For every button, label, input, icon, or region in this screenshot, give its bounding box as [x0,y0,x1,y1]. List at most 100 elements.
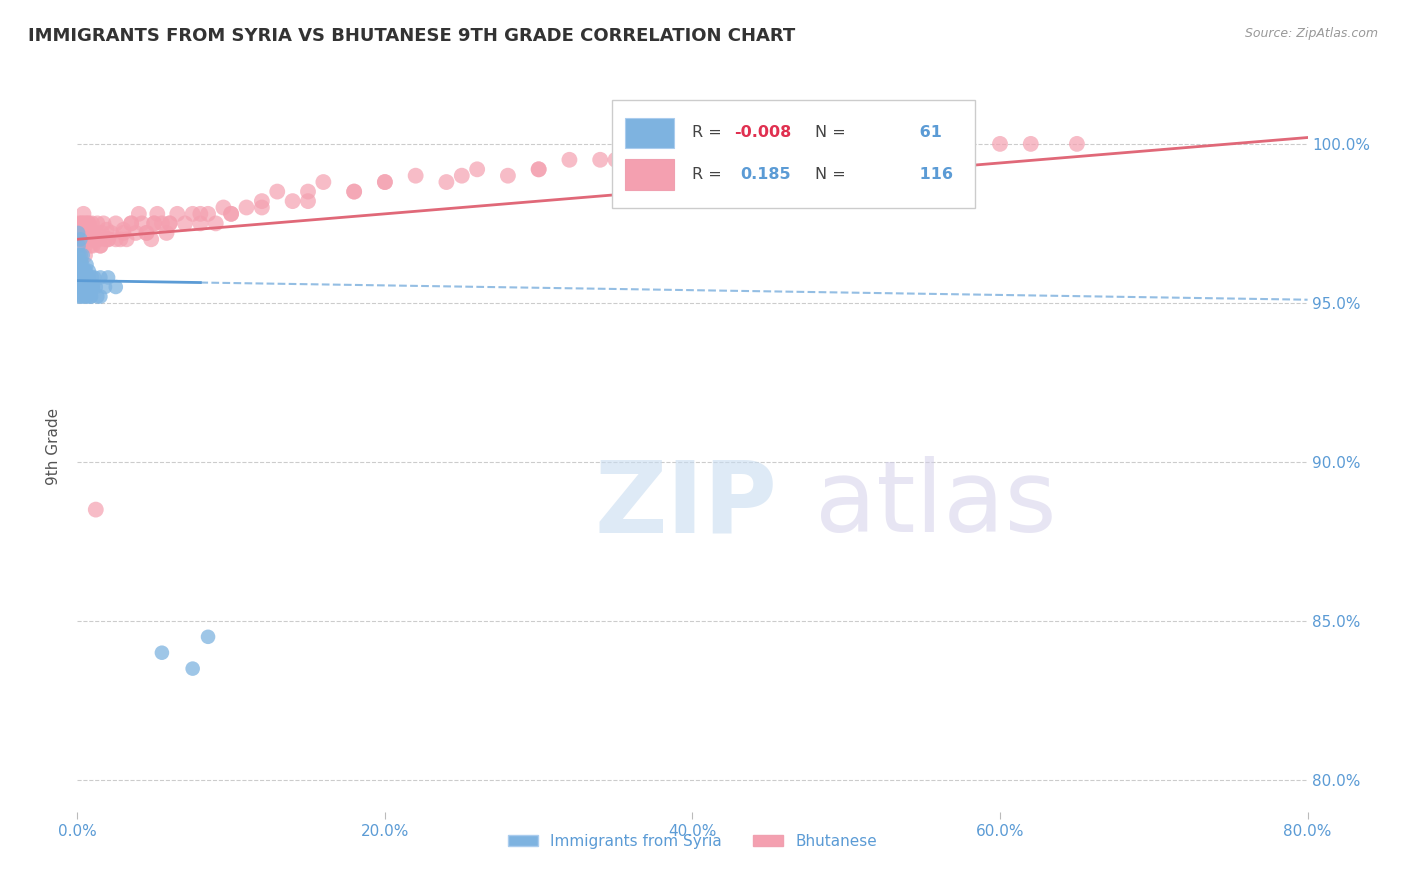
Point [76,223,98,237]
Point [988,136,1011,151]
Point [94,280,117,294]
Point [131,216,153,230]
Point [115,232,138,246]
Point [72,232,94,246]
Point [79,289,101,303]
Text: -0.008: -0.008 [734,126,792,140]
Point [84,280,107,294]
Point [181,207,204,221]
Point [527,162,550,177]
Point [204,216,226,230]
Point [75,289,97,303]
Point [912,143,935,157]
Point [79,232,101,246]
Point [67,238,90,252]
Point [135,226,157,240]
Point [76,280,98,294]
Point [75,270,97,285]
Point [374,175,396,189]
Point [69,280,91,294]
Point [82,280,104,294]
Point [159,216,181,230]
Point [76,270,98,285]
Text: 116: 116 [914,167,953,182]
Point [80,226,103,240]
Point [711,143,734,157]
Point [75,264,97,278]
Point [77,216,100,230]
Point [70,223,93,237]
Point [159,216,181,230]
Point [90,226,114,240]
Point [70,264,93,278]
Point [70,226,93,240]
Point [143,216,166,230]
Point [112,223,135,237]
Point [73,280,96,294]
Point [120,216,142,230]
Legend: Immigrants from Syria, Bhutanese: Immigrants from Syria, Bhutanese [502,828,883,855]
Point [79,232,101,246]
Point [72,232,94,246]
Point [87,232,110,246]
Point [212,201,235,215]
Point [82,280,104,294]
Point [343,185,366,199]
Point [374,175,396,189]
FancyBboxPatch shape [624,118,673,148]
Point [104,216,127,230]
Point [80,280,103,294]
Point [75,226,97,240]
Point [77,216,100,230]
Point [297,185,319,199]
Point [67,254,90,268]
Point [83,270,105,285]
Point [67,216,90,230]
Point [86,216,108,230]
Point [97,232,120,246]
Point [76,280,98,294]
Point [70,270,93,285]
Point [527,162,550,177]
Point [297,194,319,208]
Point [150,646,173,660]
Point [89,238,111,252]
Text: IMMIGRANTS FROM SYRIA VS BHUTANESE 9TH GRADE CORRELATION CHART: IMMIGRANTS FROM SYRIA VS BHUTANESE 9TH G… [28,27,796,45]
FancyBboxPatch shape [613,100,976,209]
Point [558,153,581,167]
Point [67,248,90,262]
Point [75,216,97,230]
Point [69,232,91,246]
Point [620,162,643,177]
Point [465,162,488,177]
Point [1066,136,1088,151]
Point [69,226,91,240]
Point [73,280,96,294]
Point [86,289,108,303]
Point [70,216,93,230]
Point [72,207,94,221]
Point [70,280,93,294]
Point [104,280,127,294]
Point [73,216,96,230]
Point [100,226,122,240]
Point [89,270,111,285]
Point [104,232,127,246]
Point [188,216,212,230]
Text: Source: ZipAtlas.com: Source: ZipAtlas.com [1244,27,1378,40]
Point [70,216,93,230]
Point [1019,136,1042,151]
Text: N =: N = [815,167,846,182]
Point [436,175,458,189]
Point [146,207,169,221]
Point [250,201,273,215]
Point [76,232,98,246]
Text: atlas: atlas [815,456,1057,553]
Point [128,207,150,221]
Point [181,662,204,676]
Text: 0.185: 0.185 [740,167,792,182]
Point [897,143,920,157]
Point [135,226,157,240]
Point [67,289,90,303]
Point [80,289,103,303]
